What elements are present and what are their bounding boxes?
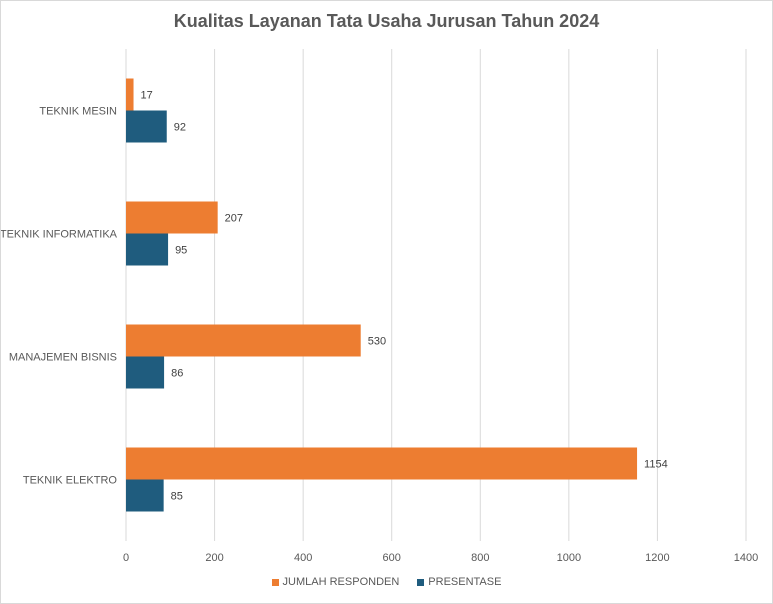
bar	[126, 356, 165, 389]
legend-swatch	[417, 578, 425, 586]
category-label: TEKNIK INFORMATIKA	[1, 229, 118, 241]
bar	[126, 324, 361, 357]
data-label: 95	[175, 245, 187, 257]
bar	[126, 479, 164, 512]
category-label: MANAJEMEN BISNIS	[9, 352, 117, 364]
data-label: 1154	[644, 459, 668, 471]
x-tick-label: 400	[294, 552, 312, 564]
data-label: 17	[141, 90, 153, 102]
legend-item: JUMLAH RESPONDEN	[271, 576, 400, 588]
x-tick-label: 600	[383, 552, 401, 564]
x-tick-label: 1400	[734, 552, 758, 564]
data-label: 207	[225, 213, 243, 225]
data-label: 85	[171, 491, 183, 503]
category-label: TEKNIK ELEKTRO	[23, 475, 118, 487]
x-tick-label: 800	[471, 552, 489, 564]
category-label: TEKNIK MESIN	[39, 106, 117, 118]
data-label: 92	[174, 122, 186, 134]
data-label: 86	[171, 368, 183, 380]
x-tick-label: 200	[205, 552, 223, 564]
data-label: 530	[368, 336, 386, 348]
legend-swatch	[271, 578, 279, 586]
bar	[126, 78, 134, 111]
x-tick-label: 1000	[557, 552, 581, 564]
x-tick-label: 1200	[645, 552, 669, 564]
legend-label: PRESENTASE	[428, 576, 502, 588]
bar	[126, 233, 169, 266]
legend-item: PRESENTASE	[417, 576, 501, 588]
legend: JUMLAH RESPONDEN PRESENTASE	[1, 576, 772, 588]
chart-title: Kualitas Layanan Tata Usaha Jurusan Tahu…	[173, 11, 600, 31]
bar	[126, 110, 167, 143]
bar	[126, 447, 638, 480]
legend-label: JUMLAH RESPONDEN	[282, 576, 400, 588]
bar	[126, 201, 218, 234]
x-tick-label: 0	[123, 552, 129, 564]
